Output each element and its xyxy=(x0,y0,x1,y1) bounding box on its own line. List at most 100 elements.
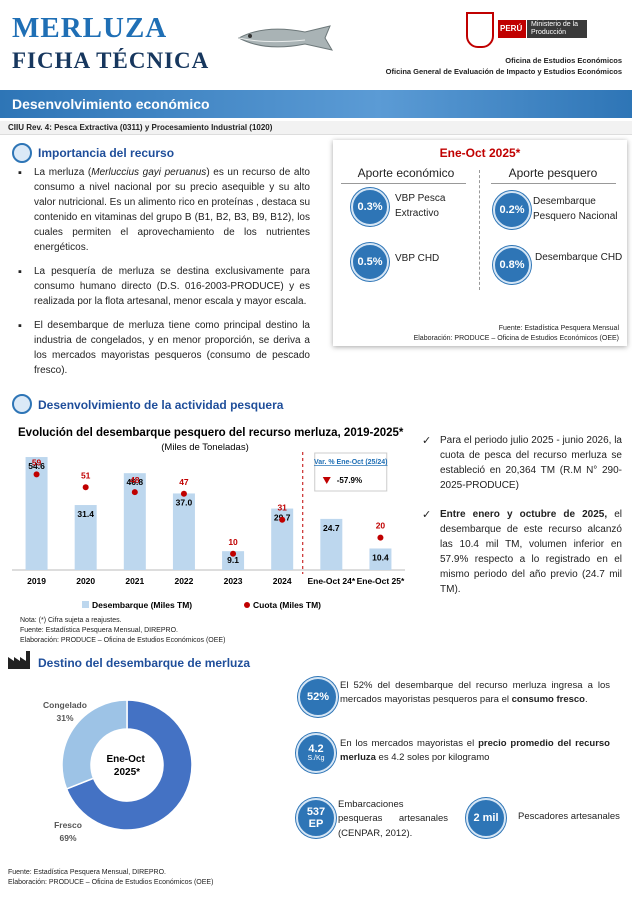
divider xyxy=(479,170,480,290)
bullet: El desembarque de merluza tiene como pri… xyxy=(16,318,310,378)
office: Oficina de Estudios Económicos xyxy=(505,56,622,65)
text: Merluccius gayi peruanus xyxy=(91,167,207,178)
elaboration: Elaboración: PRODUCE – Oficina de Estudi… xyxy=(413,335,619,342)
bar xyxy=(222,551,245,570)
text: ) es un recurso de alto consumo a nivel … xyxy=(34,167,310,253)
badge: 2 mil xyxy=(466,798,506,838)
annotation-box xyxy=(314,452,388,492)
fish-illustration xyxy=(237,25,334,51)
value-label: 31.4 xyxy=(77,509,94,519)
value-label: 10.4 xyxy=(372,552,389,562)
text: . xyxy=(585,694,588,706)
heading: Aporte económico xyxy=(357,166,455,180)
badge: 52% xyxy=(298,677,338,717)
text: Para el periodo julio 2025 - junio 2026,… xyxy=(440,435,622,491)
badge: 4.2 S./Kg xyxy=(296,733,336,773)
text: Entre enero y octubre de 2025, xyxy=(440,509,608,520)
summary-box: Ene-Oct 2025* Aporte económico Aporte pe… xyxy=(333,140,627,346)
elaboration: Elaboración: PRODUCE – Oficina de Estudi… xyxy=(8,879,214,886)
text: Embarcaciones pesqueras artesanales (CEN… xyxy=(338,799,448,839)
section-heading: Importancia del recurso xyxy=(38,146,175,160)
bar xyxy=(123,473,146,570)
center-label: Ene-Oct 2025* xyxy=(106,754,147,778)
section-heading: Destino del desembarque de merluza xyxy=(38,656,251,670)
bar xyxy=(271,508,294,570)
donut-slice xyxy=(65,699,193,831)
x-tick-label: 2023 xyxy=(224,576,243,586)
quota-dot xyxy=(180,490,187,497)
chart-title: Evolución del desembarque pesquero del r… xyxy=(18,427,404,439)
text: consumo fresco xyxy=(511,694,585,706)
quota-label: 47 xyxy=(179,477,189,487)
bullet: Entre enero y octubre de 2025, el desemb… xyxy=(422,507,622,597)
label: VBP CHD xyxy=(395,253,440,264)
badge-text: 52% xyxy=(306,690,330,703)
source: Fuente: Estadística Pesquera Mensual xyxy=(498,325,619,332)
badge-text: EP xyxy=(308,818,324,830)
badge-text: 2 mil xyxy=(473,811,499,824)
quota-label: 20 xyxy=(376,521,386,531)
logo-country: PERÚ xyxy=(498,20,526,38)
text: el desembarque de este recurso alcanzó l… xyxy=(440,509,622,595)
quota-dot xyxy=(279,516,286,523)
text: En los mercados mayoristas el xyxy=(340,738,479,749)
quota-label: 59 xyxy=(32,457,42,467)
elaboration: Elaboración: PRODUCE – Oficina de Estudi… xyxy=(20,637,226,644)
value-circle: 0.2% xyxy=(493,191,531,229)
bar xyxy=(74,505,97,570)
factory-icon xyxy=(8,651,30,669)
quota-label: 48 xyxy=(130,475,140,485)
label: VBP Pesca Extractivo xyxy=(395,193,446,219)
fact: Pescadores artesanales xyxy=(518,810,628,824)
legend-swatch xyxy=(82,601,89,608)
value-label: 24.7 xyxy=(323,523,340,533)
quota-dot xyxy=(82,484,89,491)
label: Desembarque Pesquero Nacional xyxy=(533,196,618,222)
rule xyxy=(491,183,616,184)
fish-icon xyxy=(12,394,32,414)
fact: El 52% del desembarque del recurso merlu… xyxy=(340,679,610,708)
logo-ministry: Ministerio de la Producción xyxy=(527,20,587,38)
quota-dot xyxy=(33,471,40,478)
bar xyxy=(25,457,48,570)
activity-list: Para el periodo julio 2025 - junio 2026,… xyxy=(422,433,622,606)
subtitle: FICHA TÉCNICA xyxy=(12,48,210,73)
bar xyxy=(172,493,195,570)
text: Pescadores artesanales xyxy=(518,811,620,822)
quota-dot xyxy=(377,534,384,541)
badge: 537 EP xyxy=(296,798,336,838)
x-tick-label: 2020 xyxy=(76,576,95,586)
ciiu: CIIU Rev. 4: Pesca Extractiva (0311) y P… xyxy=(0,121,632,135)
slice-value: 31% xyxy=(56,713,73,723)
heading: Aporte pesquero xyxy=(508,166,598,180)
bar-chart: Evolución del desembarque pesquero del r… xyxy=(12,427,405,610)
badge-text: 537 xyxy=(306,805,326,818)
fact: En los mercados mayoristas el precio pro… xyxy=(340,737,610,766)
bullet: Para el periodo julio 2025 - junio 2026,… xyxy=(422,433,622,493)
text: El 52% del desembarque del recurso merlu… xyxy=(340,680,610,706)
slice-value: 69% xyxy=(59,833,76,843)
value-circle: 0.8% xyxy=(493,246,531,284)
pie-chart: Congelado 31% Fresco 69% Ene-Oct 2025* xyxy=(43,699,193,843)
fact: Embarcaciones pesqueras artesanales (CEN… xyxy=(338,798,448,841)
bullet: La merluza (Merluccius gayi peruanus) es… xyxy=(16,165,310,255)
bar xyxy=(320,518,343,570)
chart-subtitle: (Miles de Toneladas) xyxy=(161,442,248,453)
legend-label: Cuota (Miles TM) xyxy=(253,600,321,610)
x-tick-label: Ene-Oct 25* xyxy=(357,576,405,586)
slice-label: Congelado xyxy=(43,700,87,710)
banner: Desenvolvimiento económico xyxy=(0,90,632,118)
value-label: 37.0 xyxy=(176,497,193,507)
text: El desembarque de merluza tiene como pri… xyxy=(34,320,310,376)
down-arrow xyxy=(322,477,331,484)
bar xyxy=(369,548,392,570)
period: Ene-Oct 2025* xyxy=(439,146,521,160)
quota-label: 10 xyxy=(228,537,238,547)
x-tick-label: 2022 xyxy=(174,576,193,586)
text: La merluza ( xyxy=(34,167,92,178)
slice-label: Fresco xyxy=(54,820,82,830)
value-circle: 0.3% xyxy=(351,188,389,226)
quota-label: 31 xyxy=(277,503,287,513)
donut-slice xyxy=(61,699,128,790)
